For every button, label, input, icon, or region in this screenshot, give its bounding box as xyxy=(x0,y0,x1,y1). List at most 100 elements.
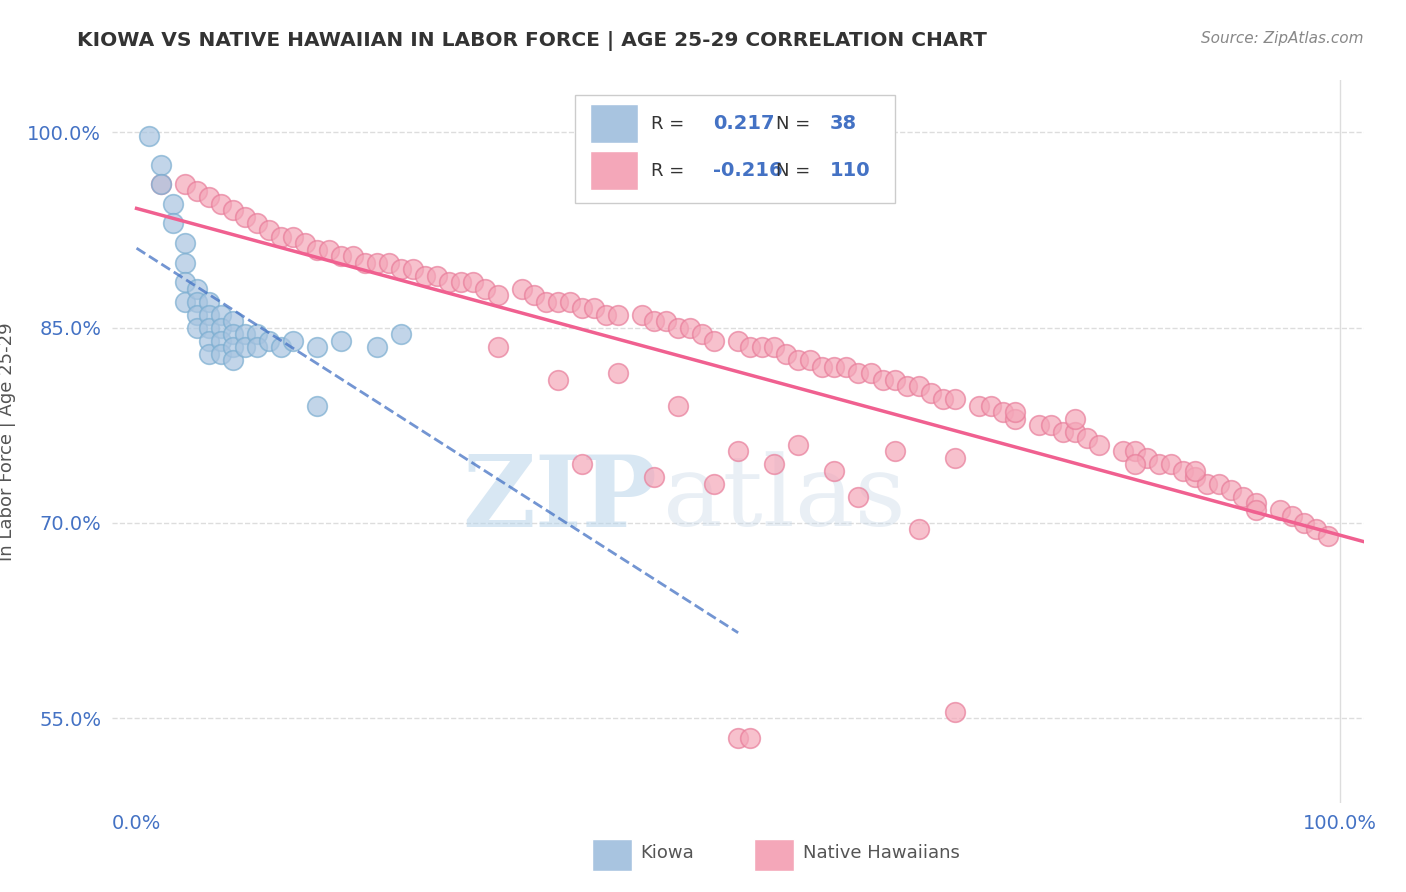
Point xyxy=(173,178,195,192)
Point xyxy=(872,373,894,387)
Point xyxy=(980,399,1002,413)
Point xyxy=(991,405,1014,419)
Point xyxy=(233,210,256,224)
Point xyxy=(1076,431,1098,445)
Point xyxy=(305,340,328,354)
Point xyxy=(186,308,208,322)
Point xyxy=(233,340,256,354)
Point xyxy=(186,282,208,296)
Point xyxy=(1112,444,1135,458)
Point xyxy=(643,314,665,328)
Point xyxy=(413,268,436,283)
Point xyxy=(305,243,328,257)
Point xyxy=(389,327,412,342)
Point xyxy=(281,229,304,244)
Point xyxy=(510,282,533,296)
Point xyxy=(679,320,702,334)
Point xyxy=(727,731,749,745)
Point xyxy=(1232,490,1254,504)
Text: 38: 38 xyxy=(830,114,856,133)
Text: -0.216: -0.216 xyxy=(713,161,783,180)
Point xyxy=(727,444,749,458)
Point xyxy=(1064,425,1087,439)
Point xyxy=(149,178,172,192)
Point xyxy=(883,373,905,387)
Point xyxy=(257,334,280,348)
Point xyxy=(823,464,845,478)
Point xyxy=(690,327,713,342)
Point xyxy=(571,458,593,472)
Point xyxy=(257,223,280,237)
Point xyxy=(571,301,593,315)
Point xyxy=(222,340,245,354)
Point xyxy=(1316,529,1339,543)
Point xyxy=(1028,418,1050,433)
Point xyxy=(450,275,472,289)
Point xyxy=(666,320,689,334)
FancyBboxPatch shape xyxy=(755,838,794,871)
Point xyxy=(162,217,184,231)
Point xyxy=(222,314,245,328)
Point xyxy=(1268,503,1291,517)
Point xyxy=(1004,411,1026,425)
Point xyxy=(378,255,401,269)
Point xyxy=(907,379,929,393)
Point xyxy=(740,340,762,354)
Point xyxy=(943,392,966,407)
Point xyxy=(931,392,953,407)
Point xyxy=(197,190,219,204)
Point xyxy=(149,178,172,192)
FancyBboxPatch shape xyxy=(592,838,631,871)
Point xyxy=(1184,464,1206,478)
Point xyxy=(523,288,546,302)
Point xyxy=(281,334,304,348)
Point xyxy=(173,255,195,269)
Point xyxy=(1244,496,1267,510)
Y-axis label: In Labor Force | Age 25-29: In Labor Force | Age 25-29 xyxy=(0,322,17,561)
Point xyxy=(595,308,617,322)
Point xyxy=(1220,483,1243,498)
Point xyxy=(270,340,292,354)
FancyBboxPatch shape xyxy=(591,104,638,143)
Point xyxy=(197,320,219,334)
Point xyxy=(1088,438,1111,452)
Point xyxy=(787,438,810,452)
Text: 110: 110 xyxy=(830,161,870,180)
Point xyxy=(1160,458,1182,472)
Point xyxy=(173,294,195,309)
Point xyxy=(186,294,208,309)
Point xyxy=(1244,503,1267,517)
Point xyxy=(883,444,905,458)
Point xyxy=(197,294,219,309)
Point xyxy=(173,275,195,289)
Point xyxy=(907,523,929,537)
Point xyxy=(1305,523,1327,537)
Point xyxy=(173,235,195,250)
Point xyxy=(967,399,990,413)
Text: Source: ZipAtlas.com: Source: ZipAtlas.com xyxy=(1201,31,1364,46)
Point xyxy=(534,294,557,309)
FancyBboxPatch shape xyxy=(591,151,638,190)
Text: Native Hawaiians: Native Hawaiians xyxy=(803,845,960,863)
Point xyxy=(1208,476,1230,491)
Point xyxy=(222,353,245,368)
Point xyxy=(751,340,773,354)
Point xyxy=(330,249,353,263)
Point xyxy=(197,334,219,348)
Text: ZIP: ZIP xyxy=(463,450,657,548)
Point xyxy=(426,268,449,283)
Point xyxy=(330,334,353,348)
Point xyxy=(233,327,256,342)
Point xyxy=(366,340,388,354)
Point xyxy=(848,490,870,504)
Point xyxy=(799,353,821,368)
Point xyxy=(643,470,665,484)
Point xyxy=(631,308,654,322)
Point xyxy=(835,359,858,374)
Point xyxy=(354,255,377,269)
Point xyxy=(486,288,509,302)
Point xyxy=(1197,476,1219,491)
Point xyxy=(848,366,870,380)
Point xyxy=(1004,405,1026,419)
Text: R =: R = xyxy=(651,161,683,179)
